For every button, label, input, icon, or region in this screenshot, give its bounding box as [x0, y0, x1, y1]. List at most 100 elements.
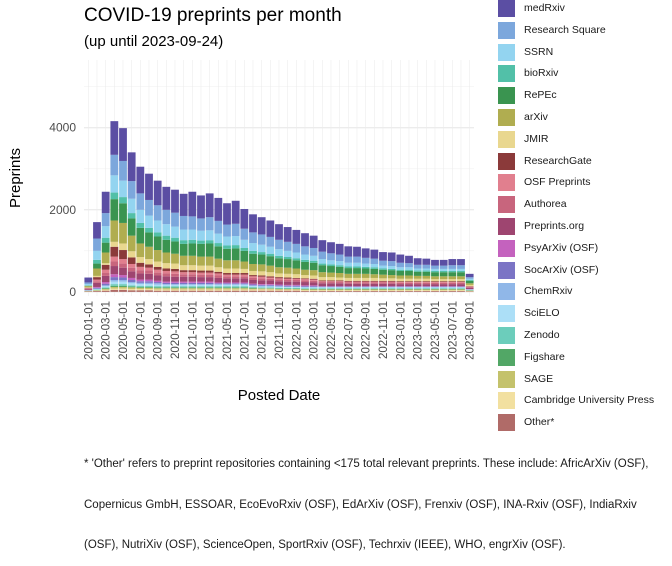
bar-segment	[318, 240, 326, 251]
bar-segment	[145, 200, 153, 216]
bar-segment	[370, 282, 378, 283]
bar-segment	[440, 260, 448, 266]
bar-segment	[344, 281, 352, 282]
legend-swatch	[498, 283, 515, 300]
bar-segment	[310, 275, 318, 278]
bar-segment	[223, 236, 231, 245]
bar-segment	[353, 266, 361, 268]
bar-segment	[110, 290, 118, 292]
bar-segment	[284, 242, 292, 251]
bar-segment	[128, 268, 136, 272]
bar-segment	[266, 289, 274, 290]
bar-segment	[102, 226, 110, 237]
bar-segment	[136, 193, 144, 209]
bar-segment	[180, 286, 188, 287]
bar-segment	[275, 291, 283, 292]
bar-segment	[362, 281, 370, 282]
bar-segment	[171, 274, 179, 277]
bar-segment	[388, 288, 396, 289]
bar-segment	[457, 276, 465, 279]
bar-segment	[431, 284, 439, 286]
bar-segment	[310, 286, 318, 287]
bar-segment	[188, 270, 196, 272]
bar-segment	[362, 278, 370, 281]
bar-segment	[396, 282, 404, 283]
bar-segment	[318, 264, 326, 266]
bar-segment	[93, 283, 101, 287]
bar-segment	[431, 290, 439, 291]
bar-segment	[284, 288, 292, 289]
bar-segment	[414, 283, 422, 284]
bar-segment	[310, 291, 318, 292]
bar-segment	[136, 243, 144, 257]
x-tick-label: 2023-07-01	[447, 301, 459, 360]
bar-segment	[336, 282, 344, 283]
bar-segment	[145, 287, 153, 288]
bar-segment	[154, 285, 162, 287]
bar-segment	[379, 261, 387, 266]
bar-segment	[171, 288, 179, 289]
bar-segment	[180, 277, 188, 282]
bar-segment	[448, 291, 456, 292]
bar-segment	[119, 282, 127, 284]
bar-segment	[162, 240, 170, 253]
bar-segment	[206, 291, 214, 292]
bar-segment	[310, 287, 318, 288]
bar-segment	[440, 269, 448, 271]
bar-segment	[414, 284, 422, 286]
bar-segment	[232, 260, 240, 268]
bar-segment	[301, 287, 309, 288]
bar-segment	[154, 220, 162, 232]
bar-segment	[457, 288, 465, 289]
bar-segment	[318, 287, 326, 288]
bar-segment	[180, 272, 188, 274]
bar-segment	[128, 199, 136, 213]
bar-segment	[431, 281, 439, 282]
bar-segment	[422, 259, 430, 265]
bar-segment	[136, 257, 144, 263]
bar-segment	[448, 259, 456, 265]
bar-segment	[318, 265, 326, 272]
bar-segment	[240, 209, 248, 229]
bar-segment	[414, 272, 422, 276]
bar-segment	[457, 287, 465, 288]
bar-segment	[284, 227, 292, 242]
bar-segment	[396, 275, 404, 278]
bar-segment	[301, 282, 309, 285]
bar-segment	[102, 284, 110, 286]
bar-segment	[249, 286, 257, 287]
bar-segment	[214, 288, 222, 289]
bar-segment	[214, 221, 222, 234]
bar-segment	[206, 285, 214, 286]
bar-segment	[414, 281, 422, 282]
bar-segment	[370, 289, 378, 290]
bar-segment	[162, 263, 170, 268]
bar-segment	[318, 282, 326, 283]
bar-segment	[336, 288, 344, 289]
bar-segment	[422, 287, 430, 288]
caption-line: * 'Other' refers to preprint repositorie…	[84, 458, 648, 472]
bar-segment	[258, 252, 266, 254]
bar-segment	[154, 181, 162, 206]
bar-segment	[136, 210, 144, 223]
bar-segment	[422, 288, 430, 289]
bar-segment	[370, 274, 378, 278]
bar-segment	[318, 288, 326, 289]
bar-segment	[431, 291, 439, 292]
bar-segment	[370, 287, 378, 288]
y-tick-label: 0	[69, 285, 76, 299]
bar-segment	[388, 290, 396, 291]
bar-segment	[370, 269, 378, 274]
bar-segment	[336, 289, 344, 290]
legend-label: SAGE	[524, 373, 553, 385]
bar-segment	[102, 213, 110, 226]
bar-segment	[171, 213, 179, 227]
bar-segment	[145, 286, 153, 287]
bar-segment	[362, 284, 370, 286]
bar-segment	[162, 276, 170, 281]
bar-segment	[266, 247, 274, 254]
bar-segment	[431, 283, 439, 284]
bar-segment	[119, 161, 127, 181]
bar-segment	[128, 264, 136, 268]
x-tick-label: 2020-11-01	[170, 301, 182, 359]
